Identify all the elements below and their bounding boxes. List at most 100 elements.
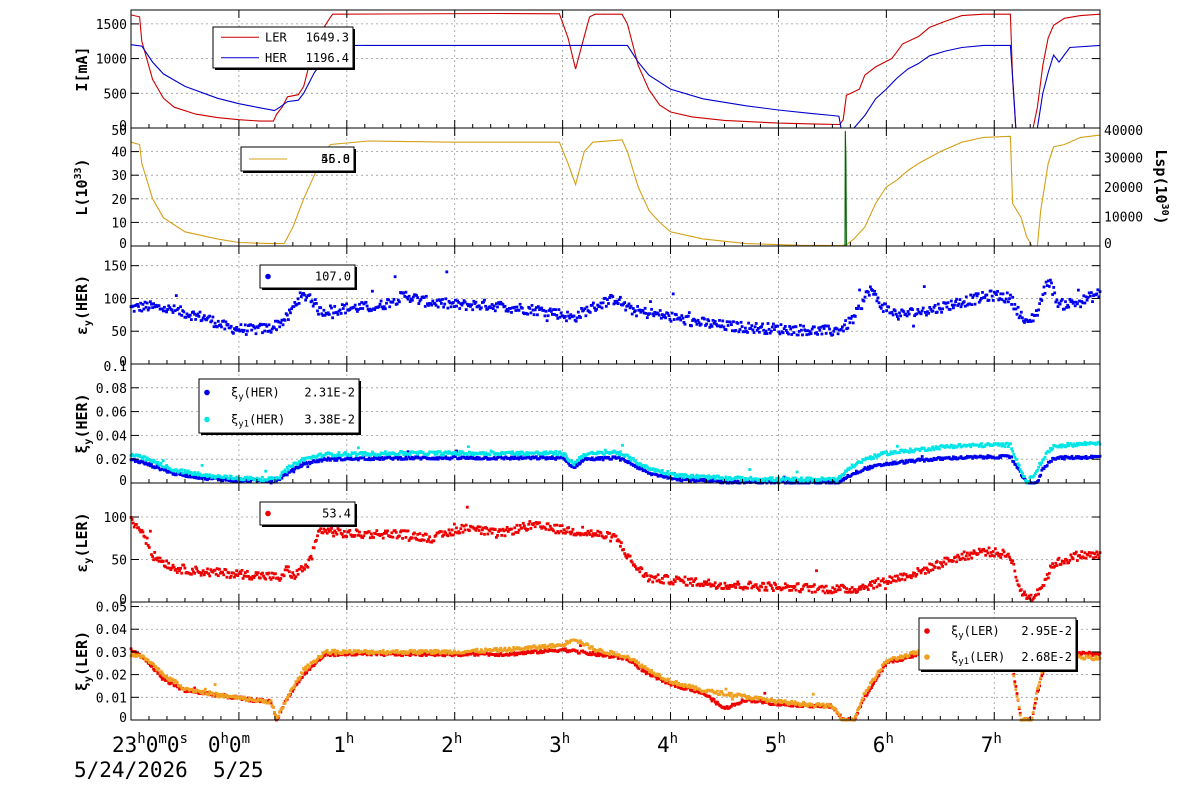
data-point bbox=[254, 478, 258, 482]
data-point bbox=[822, 585, 826, 589]
data-point bbox=[256, 326, 260, 329]
data-point bbox=[503, 304, 507, 308]
data-point bbox=[557, 531, 561, 535]
data-point bbox=[331, 531, 334, 535]
data-point bbox=[896, 574, 899, 578]
data-point bbox=[509, 307, 512, 310]
data-point bbox=[711, 319, 715, 322]
data-point bbox=[588, 651, 592, 655]
data-point bbox=[288, 308, 291, 312]
data-point bbox=[945, 305, 949, 309]
data-point bbox=[990, 294, 994, 298]
data-point bbox=[279, 474, 283, 477]
data-point bbox=[219, 323, 222, 327]
data-point bbox=[795, 470, 799, 474]
data-point bbox=[513, 653, 517, 657]
data-point bbox=[1070, 555, 1074, 559]
data-point bbox=[517, 457, 521, 461]
data-point bbox=[307, 460, 311, 464]
data-point bbox=[980, 297, 983, 300]
data-point bbox=[459, 654, 463, 658]
data-point bbox=[724, 328, 728, 331]
data-point bbox=[486, 652, 490, 656]
y-tick-label: 0 bbox=[119, 119, 127, 134]
data-point bbox=[709, 697, 713, 701]
data-point bbox=[910, 654, 913, 657]
data-point bbox=[584, 314, 588, 318]
data-point bbox=[656, 573, 660, 577]
data-point bbox=[398, 300, 401, 304]
data-point bbox=[809, 476, 813, 480]
data-point bbox=[386, 529, 389, 533]
data-point bbox=[969, 293, 973, 297]
data-point bbox=[648, 578, 651, 581]
data-point bbox=[275, 328, 278, 331]
data-point bbox=[1045, 573, 1049, 576]
data-point bbox=[595, 307, 598, 311]
data-point bbox=[999, 443, 1003, 446]
data-point bbox=[880, 579, 884, 583]
data-point bbox=[296, 297, 300, 301]
data-point bbox=[310, 557, 314, 561]
data-point bbox=[479, 306, 483, 310]
data-point bbox=[607, 455, 610, 459]
data-point bbox=[987, 298, 991, 302]
data-point bbox=[983, 549, 987, 553]
data-point bbox=[208, 574, 212, 578]
data-point bbox=[192, 310, 195, 314]
data-point bbox=[717, 324, 720, 328]
data-point bbox=[687, 311, 691, 314]
data-point bbox=[293, 301, 297, 304]
data-point bbox=[1023, 477, 1026, 480]
data-point bbox=[505, 526, 509, 529]
data-point bbox=[269, 578, 273, 581]
data-point bbox=[1049, 446, 1052, 450]
data-point bbox=[352, 305, 356, 309]
data-point bbox=[1059, 455, 1063, 459]
data-point bbox=[1065, 558, 1068, 562]
data-point bbox=[884, 463, 887, 467]
data-point bbox=[258, 477, 262, 481]
data-point bbox=[240, 328, 244, 332]
data-point bbox=[649, 300, 652, 303]
y-tick-label: 0 bbox=[119, 355, 127, 370]
data-point bbox=[185, 472, 189, 476]
data-point bbox=[1060, 457, 1064, 460]
data-point bbox=[174, 294, 178, 297]
data-point bbox=[529, 311, 533, 315]
data-point bbox=[1008, 555, 1011, 559]
data-point bbox=[493, 528, 497, 531]
data-point bbox=[426, 540, 429, 543]
data-point bbox=[1021, 316, 1024, 320]
data-point bbox=[394, 530, 398, 534]
data-point bbox=[435, 299, 439, 302]
data-point bbox=[226, 323, 230, 326]
legend-value: 107.0 bbox=[315, 270, 351, 284]
data-point bbox=[998, 297, 1002, 300]
data-point bbox=[919, 457, 923, 461]
data-point bbox=[285, 466, 289, 469]
data-point bbox=[1054, 300, 1058, 304]
data-point bbox=[863, 295, 867, 299]
data-point bbox=[513, 526, 517, 530]
data-point bbox=[597, 456, 601, 459]
data-point bbox=[167, 304, 171, 308]
data-point bbox=[273, 326, 276, 330]
data-point bbox=[555, 523, 559, 527]
data-point bbox=[353, 534, 357, 537]
data-point bbox=[613, 299, 617, 303]
data-point bbox=[322, 527, 326, 531]
data-point bbox=[1014, 575, 1018, 579]
data-point bbox=[232, 479, 235, 483]
data-point bbox=[1051, 293, 1054, 296]
data-point bbox=[862, 587, 866, 590]
data-point bbox=[966, 551, 969, 555]
data-point bbox=[663, 475, 666, 479]
data-point bbox=[664, 316, 667, 320]
data-point bbox=[188, 313, 192, 317]
data-point bbox=[571, 527, 575, 531]
data-point bbox=[213, 568, 217, 572]
data-point bbox=[1059, 562, 1063, 566]
data-point bbox=[335, 459, 339, 462]
data-point bbox=[794, 325, 798, 329]
